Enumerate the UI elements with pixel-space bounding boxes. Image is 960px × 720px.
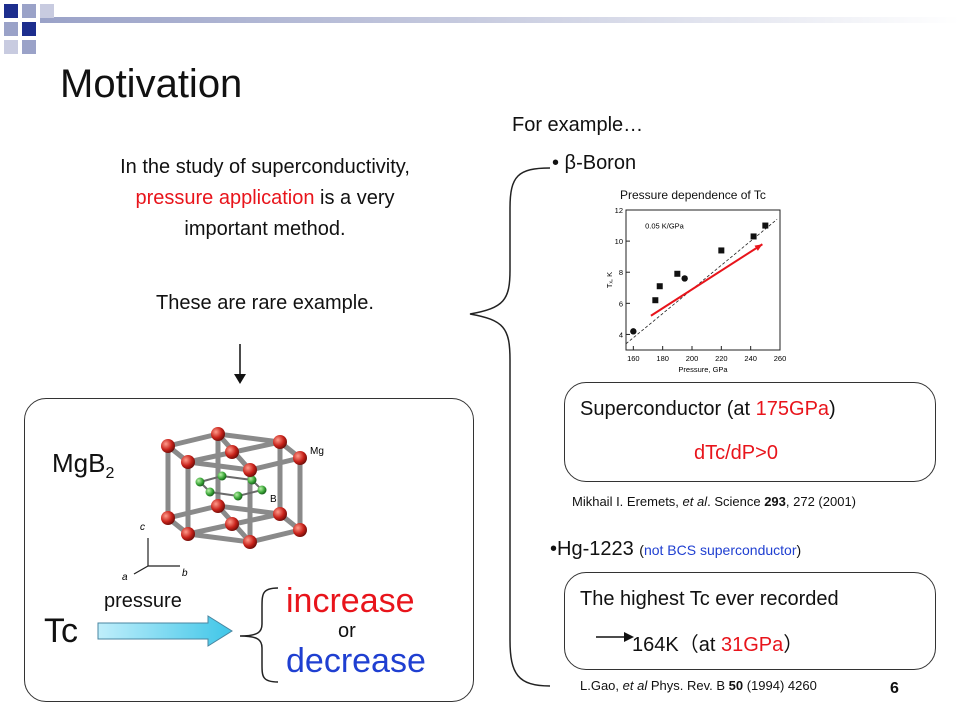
citation-gao: L.Gao, et al Phys. Rev. B 50 (1994) 4260: [580, 678, 817, 693]
decrease-label: decrease: [286, 642, 426, 680]
crystal-structure-image: Mg B c b a: [110, 418, 350, 593]
x-tick-label: 240: [744, 354, 757, 363]
not-bcs-note: not BCS superconductor: [643, 542, 797, 558]
tc-label: Tc: [44, 612, 78, 650]
data-point-square: [652, 297, 659, 304]
data-point-square: [718, 247, 725, 254]
dtc-dp-label: dTc/dP>0: [694, 442, 778, 464]
slide-title: Motivation: [60, 62, 243, 106]
trend-arrow-line: [650, 243, 763, 317]
data-point-circle: [630, 328, 637, 335]
crystal-label-mg: Mg: [310, 446, 324, 457]
superconductor-line: Superconductor (at 175GPa): [580, 398, 836, 420]
for-example-label: For example…: [512, 114, 644, 136]
rare-example-text: These are rare example.: [156, 292, 374, 314]
tc-pressure-chart: 160 180 200 220 240 260 4 6 8 10 12 Pressure, GPa Tₓ…: [604, 200, 794, 385]
x-tick-label: 220: [715, 354, 728, 363]
trend-arrow-head: [754, 244, 763, 251]
data-point-square: [674, 270, 681, 277]
x-tick-label: 260: [774, 354, 787, 363]
header-decoration: [0, 0, 960, 60]
axis-label-b: b: [182, 568, 188, 579]
intro-line-1: In the study of superconductivity,: [120, 156, 410, 178]
axis-label-c: c: [140, 522, 145, 533]
chart-title: Pressure dependence of Tc: [620, 188, 766, 202]
mgb2-label: MgB2: [52, 448, 115, 483]
hg1223-bullet: •Hg-1223 (not BCS superconductor): [550, 538, 802, 560]
intro-highlight: pressure application: [135, 187, 315, 209]
x-axis-label: Pressure, GPa: [678, 365, 728, 374]
highest-tc-value: 164K（at 31GPa）: [632, 634, 804, 656]
increase-label: increase: [286, 582, 415, 620]
y-tick-label: 4: [619, 330, 623, 339]
fit-line: [625, 219, 778, 345]
chart-frame: [625, 209, 781, 351]
x-tick-label: 160: [627, 354, 640, 363]
x-tick-label: 200: [686, 354, 699, 363]
data-point-square: [750, 233, 757, 240]
chart-annotation: 0.05 K/GPa: [645, 222, 685, 231]
intro-line-3: important method.: [184, 218, 346, 240]
down-arrow-icon: [230, 344, 250, 391]
pressure-label: pressure: [104, 590, 182, 612]
crystal-label-b: B: [270, 494, 277, 505]
pressure-value-175: 175GPa: [755, 398, 830, 420]
big-brace-icon: [464, 160, 554, 705]
data-point-square: [656, 283, 663, 290]
intro-line-2: pressure application is a very: [135, 187, 395, 209]
y-tick-label: 10: [615, 237, 623, 246]
highest-tc-box: [564, 572, 936, 670]
or-label: or: [338, 620, 356, 642]
y-tick-label: 8: [619, 268, 623, 277]
pressure-arrow-icon: [96, 614, 236, 653]
highest-tc-line: The highest Tc ever recorded: [580, 588, 839, 610]
beta-boron-bullet: • β-Boron: [552, 152, 637, 174]
right-arrow-icon: [596, 630, 636, 649]
citation-eremets: Mikhail I. Eremets, et al. Science 293, …: [572, 494, 857, 509]
y-tick-label: 6: [619, 299, 623, 308]
data-point-circle: [681, 275, 688, 282]
chart-svg: 160 180 200 220 240 260 4 6 8 10 12 Pressure, GPa Tₓ…: [605, 206, 787, 374]
page-number: 6: [890, 680, 899, 697]
data-point-square: [762, 222, 769, 229]
left-brace-icon: [232, 584, 282, 689]
x-tick-label: 180: [656, 354, 669, 363]
intro-text: In the study of superconductivity, press…: [40, 152, 490, 245]
pressure-value-31: 31GPa: [720, 634, 784, 656]
y-tick-label: 12: [615, 206, 623, 215]
axis-label-a: a: [122, 572, 128, 583]
superconductor-box: [564, 382, 936, 482]
y-axis-label: Tₓ, K: [605, 272, 614, 288]
